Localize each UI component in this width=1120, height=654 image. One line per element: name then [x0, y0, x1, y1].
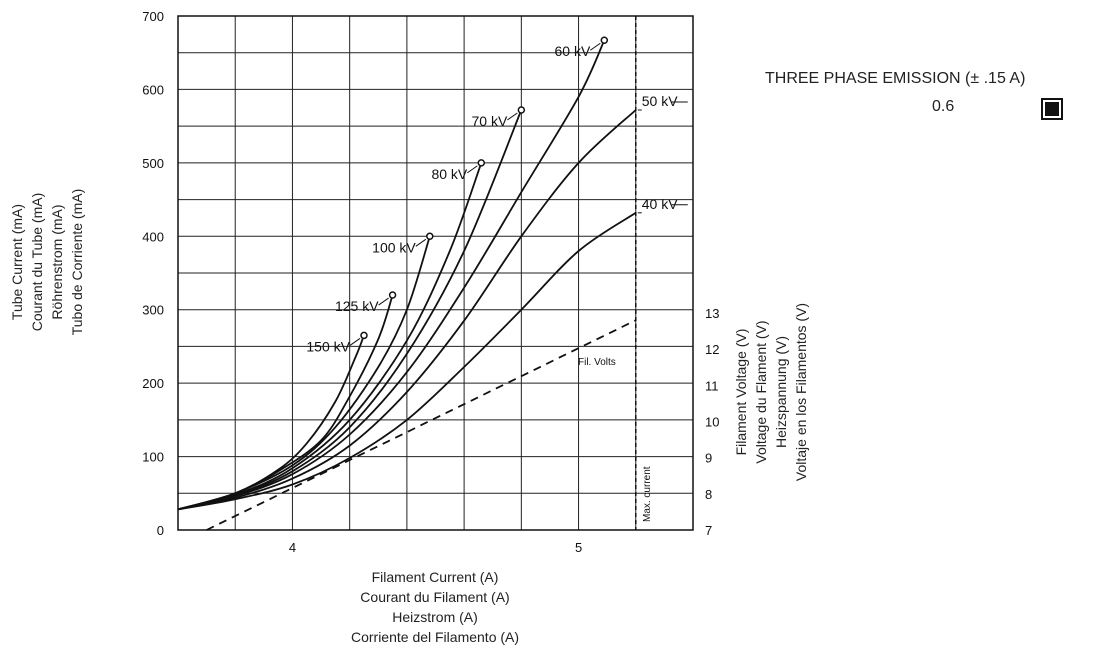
tick-labels: 0 100 200 300 400 500 600 700 4 5 7 8 9 10 11 12 13 [142, 9, 719, 555]
curve-end-marker [360, 331, 368, 340]
curve-40-kv [177, 212, 637, 511]
series-group: Max. current Fil. Volts 150 kV 125 kV 100 kV… [177, 16, 688, 531]
y-tick-label: 500 [142, 156, 164, 171]
x-tick-label: 5 [575, 540, 582, 555]
leader-line [507, 112, 518, 121]
leader-line [466, 165, 478, 174]
plot-frame [177, 15, 694, 531]
y2-tick-label: 9 [705, 451, 712, 466]
curve-end-marker [388, 291, 397, 299]
axis-titles: Filament Current (A) Courant du Filament … [9, 189, 809, 645]
y2-axis-title: Filament Voltage (V) [733, 329, 749, 456]
legend-title: THREE PHASE EMISSION (± .15 A) [765, 70, 1026, 87]
y2-tick-label: 11 [705, 378, 719, 393]
curve-label-70-kv: 70 kV [472, 113, 508, 129]
plot-border [177, 15, 694, 531]
y2-axis-title: Voltaje en los Filamentos (V) [793, 303, 809, 481]
legend-value: 0.6 [932, 98, 955, 115]
leader-line [349, 338, 361, 346]
filament-voltage-label: Fil. Volts [578, 357, 616, 368]
curve-100-kv [177, 236, 431, 511]
curve-end-marker [517, 106, 526, 114]
curve-end-marker [600, 36, 609, 44]
y-tick-label: 100 [142, 450, 164, 465]
y-tick-label: 400 [142, 229, 164, 244]
curve-label-60-kv: 60 kV [554, 43, 590, 59]
leader-line [590, 42, 601, 51]
chart-grid [177, 15, 694, 531]
x-axis-title: Filament Current (A) [372, 569, 499, 585]
y-axis-title: Röhrenstrom (mA) [49, 204, 65, 319]
legend-swatch-fill [1045, 102, 1059, 116]
leader-line [415, 238, 427, 247]
emission-legend: THREE PHASE EMISSION (± .15 A) 0.6 [765, 70, 1115, 140]
x-axis-title: Heizstrom (A) [392, 609, 478, 625]
leader-line [378, 297, 389, 306]
y-axis-title: Tube Current (mA) [9, 204, 25, 320]
filament-voltage-line [206, 319, 637, 531]
y-tick-label: 200 [142, 376, 164, 391]
curve-50-kv [177, 109, 637, 511]
legend-swatch [1041, 98, 1063, 120]
curve-end-marker [426, 232, 434, 241]
y2-tick-label: 7 [705, 523, 712, 538]
y2-axis-title: Heizspannung (V) [773, 336, 789, 448]
y2-axis-title: Voltage du Flament (V) [753, 320, 769, 463]
curve-80-kv [177, 162, 483, 511]
curve-label-80-kv: 80 kV [431, 166, 467, 182]
curve-label-125-kv: 125 kV [335, 298, 379, 314]
y-tick-label: 700 [142, 9, 164, 24]
y-tick-label: 0 [157, 523, 164, 538]
curve-label-100-kv: 100 kV [372, 239, 416, 255]
y2-tick-label: 12 [705, 342, 719, 357]
y2-tick-label: 10 [705, 415, 719, 430]
curve-label-40-kv: 40 kV [642, 196, 678, 212]
y-tick-label: 600 [142, 82, 164, 97]
y2-tick-label: 13 [705, 306, 719, 321]
max-current-label: Max. current [642, 466, 653, 522]
y-axis-title: Courant du Tube (mA) [29, 193, 45, 332]
y-tick-label: 300 [142, 303, 164, 318]
curve-label-50-kv: 50 kV [642, 93, 678, 109]
curve-end-marker [477, 159, 486, 167]
x-axis-title: Corriente del Filamento (A) [351, 629, 519, 645]
y2-tick-label: 8 [705, 487, 712, 502]
x-tick-label: 4 [289, 540, 296, 555]
y-axis-title: Tubo de Corriente (mA) [69, 189, 85, 336]
x-axis-title: Courant du Filament (A) [360, 589, 509, 605]
curve-label-150-kv: 150 kV [306, 338, 350, 354]
curve-60-kv [177, 39, 606, 511]
